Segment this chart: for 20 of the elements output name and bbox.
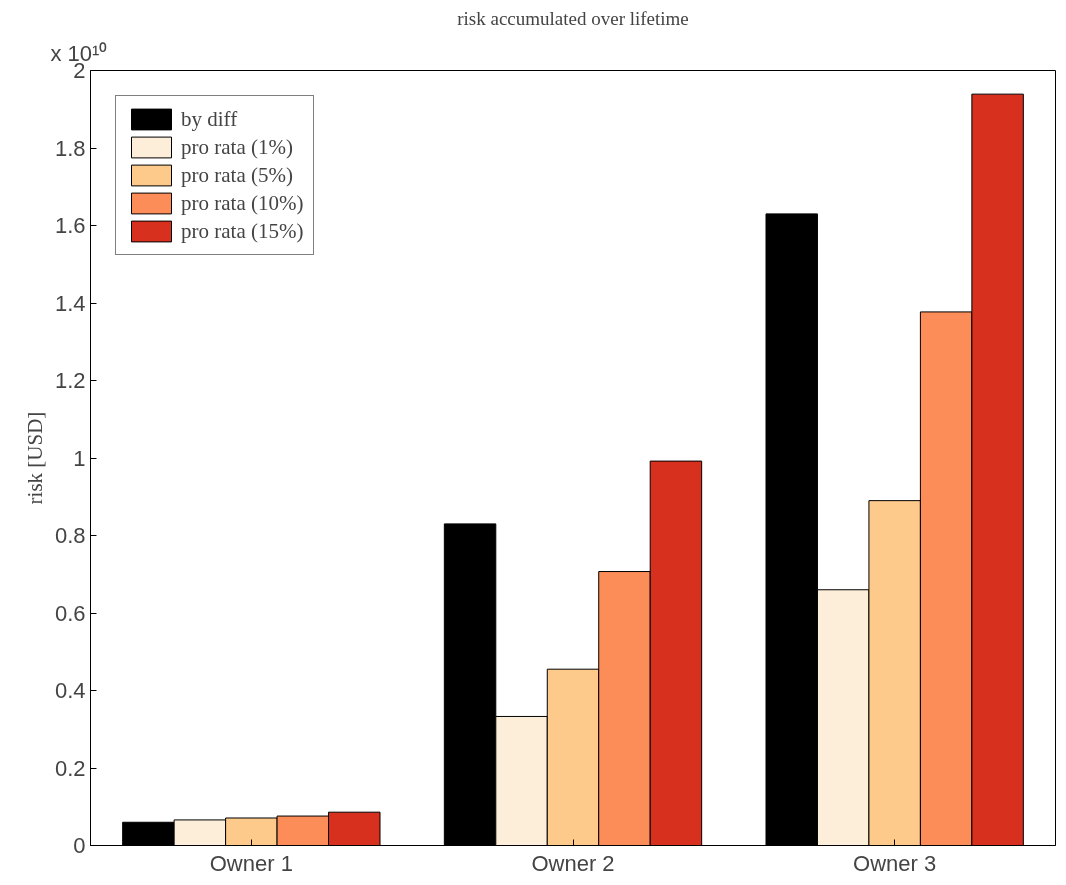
- y-tick-label: 0.2: [54, 755, 86, 781]
- legend-label: pro rata (15%): [181, 218, 304, 244]
- y-tick-label: 0.4: [54, 678, 86, 703]
- chart-title: risk accumulated over lifetime: [457, 7, 689, 29]
- y-tick-label: 0.6: [54, 600, 86, 626]
- legend-label: pro rata (5%): [181, 162, 293, 188]
- x-tick-label: Owner 2: [531, 850, 615, 876]
- legend-label: by diff: [181, 106, 238, 132]
- y-tick-label: 0: [73, 833, 86, 858]
- x-tick-label: Owner 1: [209, 850, 293, 876]
- legend-label: pro rata (10%): [181, 190, 304, 216]
- y-tick-label: 1.4: [54, 290, 86, 316]
- y-tick-label: 1.6: [54, 213, 86, 238]
- legend-label: pro rata (1%): [181, 134, 293, 160]
- y-axis-title: risk [USD]: [22, 411, 47, 505]
- x-tick-label: Owner 3: [853, 850, 937, 876]
- y-tick-label: 0.8: [54, 523, 86, 548]
- y-tick-label: 1.8: [54, 135, 86, 161]
- y-tick-label: 1.2: [54, 368, 86, 393]
- y-tick-label: 1: [73, 445, 86, 471]
